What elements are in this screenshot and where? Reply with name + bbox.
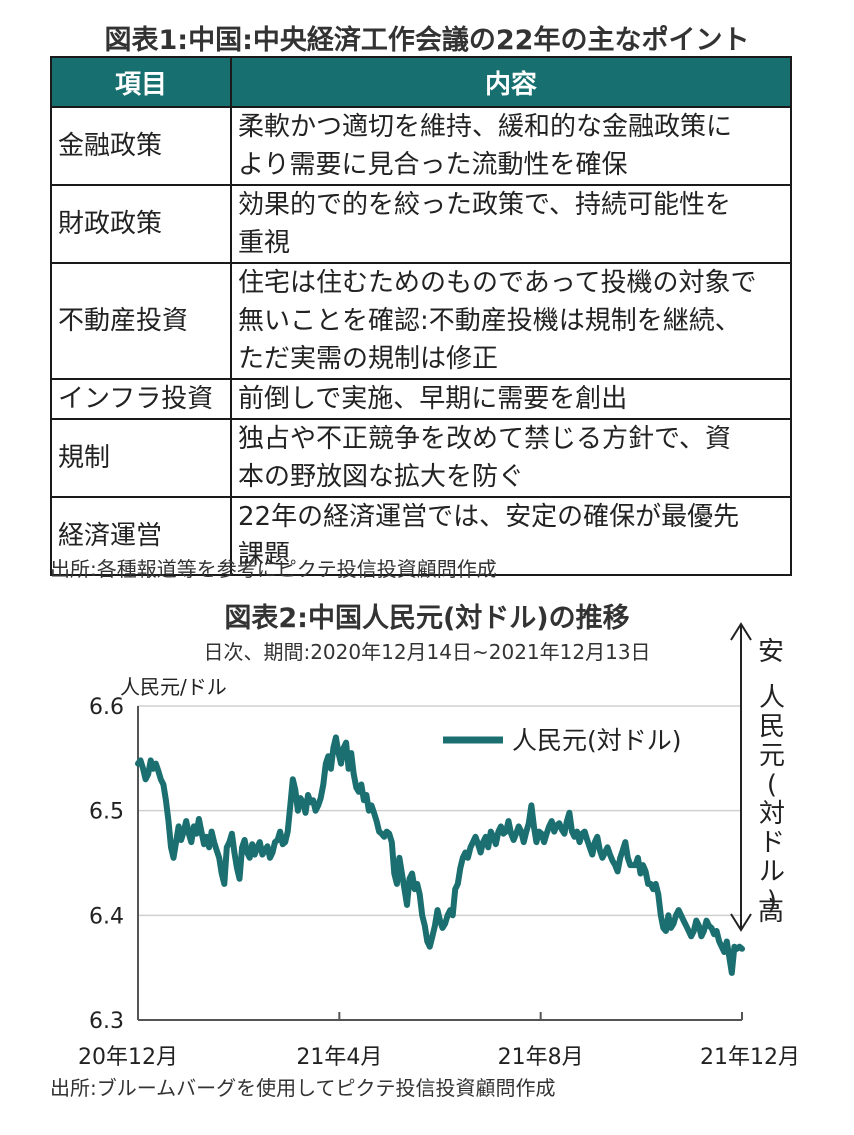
y-tick-label: 6.5	[89, 800, 124, 825]
row-item: 規制	[50, 418, 232, 498]
legend: 人民元(対ドル)	[443, 726, 682, 755]
arrow-up-icon	[730, 622, 752, 641]
table-source: 出所:各種報道等を参考にピクテ投信投資顧問作成	[50, 557, 497, 581]
table-title: 図表1:中国:中央経済工作会議の22年の主なポイント	[104, 25, 750, 56]
row-content: 独占や不正競争を改めて禁じる方針で、資 本の野放図な拡大を防ぐ	[230, 418, 792, 498]
side-label-char: 対	[759, 799, 785, 829]
table-header-row: 項目 内容	[50, 56, 792, 108]
chart-title: 図表2:中国人民元(対ドル)の推移	[224, 603, 630, 634]
side-annotation: 安 人民元(対ドル) 高	[730, 622, 785, 932]
y-tick-label: 6.4	[89, 904, 124, 929]
side-label-char: )	[767, 886, 777, 916]
side-label-char: 民	[759, 712, 785, 742]
chart-subtitle: 日次、期間:2020年12月14日~2021年12月13日	[203, 640, 651, 664]
row-content: 柔軟かつ適切を維持、緩和的な金融政策に より需要に見合った流動性を確保	[230, 106, 792, 186]
y-tick-label: 6.6	[89, 695, 124, 720]
row-content: 住宅は住むためのものであって投機の対象で 無いことを確認:不動産投機は規制を継続…	[230, 262, 792, 380]
content-line: より需要に見合った流動性を確保	[238, 150, 628, 180]
side-label-char: ル	[759, 857, 785, 887]
content-line: 重視	[238, 228, 291, 258]
row-content: 前倒しで実施、早期に需要を創出	[230, 378, 792, 420]
table-row: インフラ投資 前倒しで実施、早期に需要を創出	[50, 378, 792, 420]
side-label-char: 人	[759, 683, 785, 713]
policy-points-table: 項目 内容 金融政策 柔軟かつ適切を維持、緩和的な金融政策に より需要に見合った…	[50, 56, 792, 576]
content-line: 前倒しで実施、早期に需要を創出	[238, 384, 628, 414]
chart-source: 出所:ブルームバーグを使用してピクテ投信投資顧問作成	[50, 1076, 556, 1100]
side-label-char: (	[767, 770, 777, 800]
arrow-down-icon	[730, 913, 752, 932]
content-line: 柔軟かつ適切を維持、緩和的な金融政策に	[238, 112, 733, 142]
y-axis-label: 人民元/ドル	[120, 675, 227, 699]
table-row: 経済運営 22年の経済運営では、安定の確保が最優先 課題	[50, 496, 792, 576]
row-item: 経済運営	[50, 496, 232, 576]
row-content: 効果的で的を絞った政策で、持続可能性を 重視	[230, 184, 792, 264]
row-item: インフラ投資	[50, 378, 232, 420]
row-item: 財政政策	[50, 184, 232, 264]
content-line: 本の野放図な拡大を防ぐ	[238, 462, 525, 492]
side-label-bottom: 高	[758, 897, 784, 927]
x-tick-label: 21年4月	[296, 1045, 382, 1070]
content-line: 課題	[238, 540, 291, 570]
table-row: 規制 独占や不正競争を改めて禁じる方針で、資 本の野放図な拡大を防ぐ	[50, 418, 792, 498]
header-item: 項目	[50, 56, 232, 108]
row-item: 不動産投資	[50, 262, 232, 380]
content-line: 住宅は住むためのものであって投機の対象で	[238, 268, 757, 298]
side-label-char: 元	[759, 741, 785, 771]
header-content: 内容	[230, 56, 792, 108]
content-line: 22年の経済運営では、安定の確保が最優先	[238, 502, 740, 532]
x-tick-label: 21年12月	[700, 1045, 800, 1070]
row-item: 金融政策	[50, 106, 232, 186]
content-line: ただ実需の規制は修正	[238, 344, 499, 374]
row-content: 22年の経済運営では、安定の確保が最優先 課題	[230, 496, 792, 576]
y-tick-label: 6.3	[89, 1009, 124, 1034]
side-label-top: 安	[758, 637, 784, 667]
side-label-char: ド	[759, 828, 785, 858]
x-tick-label: 20年12月	[78, 1045, 178, 1070]
grid-lines	[137, 705, 742, 1021]
table-row: 不動産投資 住宅は住むためのものであって投機の対象で 無いことを確認:不動産投機…	[50, 262, 792, 380]
table-row: 金融政策 柔軟かつ適切を維持、緩和的な金融政策に より需要に見合った流動性を確保	[50, 106, 792, 186]
table-row: 財政政策 効果的で的を絞った政策で、持続可能性を 重視	[50, 184, 792, 264]
content-line: 効果的で的を絞った政策で、持続可能性を	[238, 190, 731, 220]
content-line: 独占や不正競争を改めて禁じる方針で、資	[238, 424, 731, 454]
content-line: 無いことを確認:不動産投機は規制を継続、	[238, 306, 741, 336]
x-tick-labels: 20年12月 21年4月 21年8月 21年12月	[78, 1012, 800, 1070]
series-line-cny	[135, 734, 745, 976]
legend-label: 人民元(対ドル)	[512, 726, 682, 755]
x-tick-label: 21年8月	[498, 1045, 584, 1070]
y-tick-labels: 6.3 6.4 6.5 6.6	[89, 695, 124, 1034]
